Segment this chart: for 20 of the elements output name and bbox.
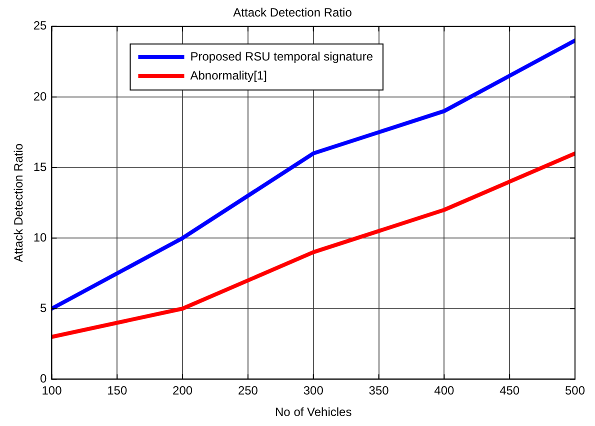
x-axis-title: No of Vehicles — [275, 405, 352, 420]
x-tick-label: 500 — [564, 384, 586, 398]
x-tick-label: 400 — [434, 384, 455, 398]
y-tick-label: 0 — [40, 372, 48, 386]
x-tick-label: 250 — [238, 384, 258, 398]
x-tick-label: 300 — [303, 384, 324, 398]
x-tick-label: 100 — [42, 384, 62, 398]
y-tick-label: 20 — [33, 89, 48, 104]
x-tick-label: 350 — [368, 384, 390, 398]
chart-title: Attack Detection Ratio — [233, 6, 352, 20]
y-tick-label: 15 — [33, 160, 48, 174]
legend-label: Proposed RSU temporal signature — [190, 49, 374, 64]
y-tick-label: 10 — [33, 230, 48, 244]
x-tick-label: 150 — [107, 384, 128, 398]
y-tick-label: 25 — [33, 18, 48, 33]
x-tick-label: 450 — [500, 384, 520, 398]
x-tick-label: 200 — [172, 384, 193, 398]
y-axis-title: Attack Detection Ratio — [12, 143, 26, 262]
legend-label: Abnormality[1] — [190, 68, 267, 82]
y-tick-label: 5 — [40, 300, 48, 315]
